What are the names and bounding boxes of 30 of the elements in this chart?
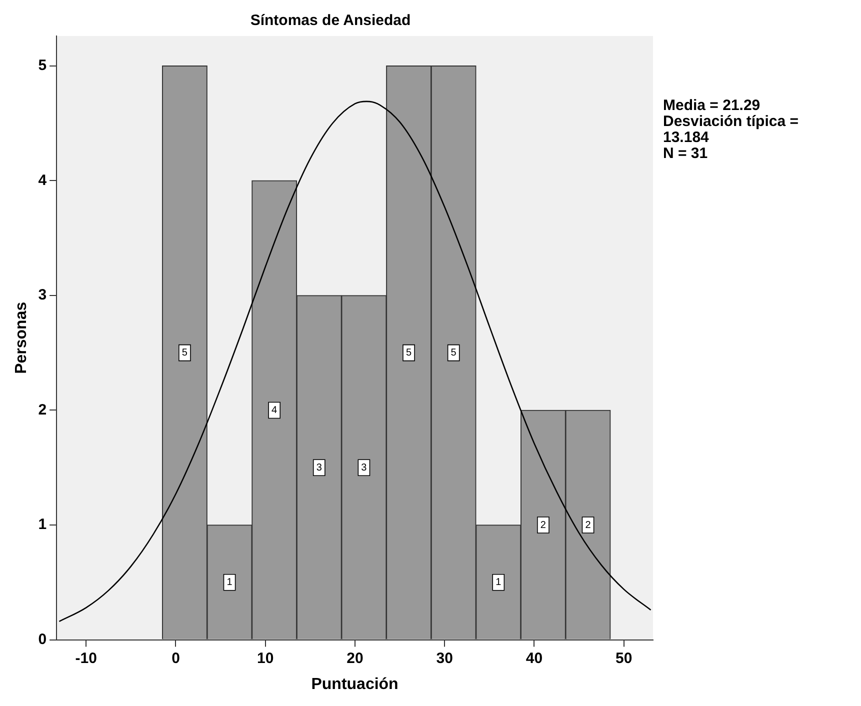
data-label: 2 [540,520,546,531]
x-axis-title: Puntuación [311,676,398,693]
data-label: 1 [496,577,502,588]
text: Desviación típica = 13.184 [663,113,800,146]
y-tick-label: 3 [38,286,47,304]
y-axis-title: Personas [13,302,30,374]
x-tick-label: 30 [436,650,453,667]
data-label: 2 [585,520,592,531]
data-label: 3 [316,462,322,474]
line-series [58,100,652,622]
data-label: 3 [361,462,368,474]
x-tick-label: 10 [257,650,274,667]
data-label: 4 [272,404,278,416]
x-tick-label: 20 [346,650,364,667]
chart-title: Síntomas de Ansiedad [250,12,411,30]
x-tick-label: 40 [526,650,543,667]
data-label: 5 [450,348,457,359]
y-tick-label: 5 [38,56,47,74]
y-tick-label: 4 [38,172,48,189]
y-tick-label: 2 [38,401,47,418]
x-tick-label: -10 [75,650,97,667]
data-label: 5 [406,348,412,359]
x-tick-label: 0 [172,650,180,667]
y-tick-label: 1 [38,516,47,534]
y-tick-label: 0 [38,630,47,648]
data-label: 5 [182,348,188,359]
text: Media = 21.29 [663,97,762,114]
data-label: 1 [226,577,233,588]
text: N = 31 [663,145,709,162]
x-tick-label: 50 [616,650,632,667]
